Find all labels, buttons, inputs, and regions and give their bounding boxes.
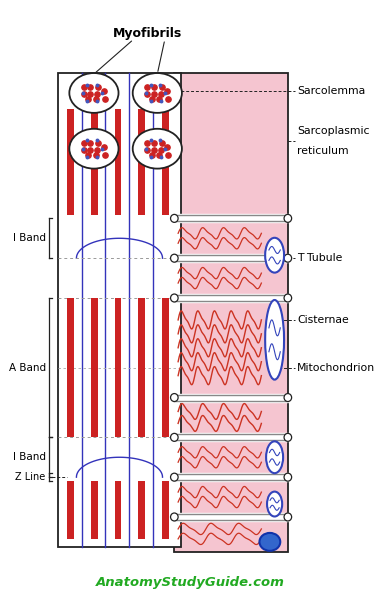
Circle shape xyxy=(170,294,178,302)
Text: I Band: I Band xyxy=(13,452,46,462)
Circle shape xyxy=(170,473,178,481)
Bar xyxy=(138,298,145,437)
Bar xyxy=(138,481,145,539)
Bar xyxy=(67,298,74,437)
Circle shape xyxy=(284,294,292,302)
Circle shape xyxy=(170,513,178,521)
Circle shape xyxy=(284,434,292,441)
Bar xyxy=(115,481,121,539)
Text: Cisternae: Cisternae xyxy=(297,315,349,325)
Text: Sarcolemma: Sarcolemma xyxy=(297,86,366,96)
Bar xyxy=(91,298,98,437)
Bar xyxy=(67,481,74,539)
Circle shape xyxy=(284,393,292,401)
Text: I Band: I Band xyxy=(13,233,46,243)
Bar xyxy=(67,109,74,215)
Text: T Tubule: T Tubule xyxy=(297,253,343,263)
Bar xyxy=(162,109,169,215)
Circle shape xyxy=(170,254,178,262)
Ellipse shape xyxy=(69,73,118,113)
Ellipse shape xyxy=(265,300,284,380)
Ellipse shape xyxy=(133,73,182,113)
Ellipse shape xyxy=(260,533,280,551)
Bar xyxy=(162,298,169,437)
Ellipse shape xyxy=(266,441,283,473)
Circle shape xyxy=(170,215,178,222)
Text: Myofibrils: Myofibrils xyxy=(113,27,183,39)
Bar xyxy=(138,109,145,215)
Ellipse shape xyxy=(133,129,182,169)
Text: AnatomyStudyGuide.com: AnatomyStudyGuide.com xyxy=(96,576,285,588)
Text: Sarcoplasmic: Sarcoplasmic xyxy=(297,126,370,136)
Ellipse shape xyxy=(69,129,118,169)
Bar xyxy=(174,73,288,552)
Text: reticulum: reticulum xyxy=(297,146,349,155)
Circle shape xyxy=(284,513,292,521)
Circle shape xyxy=(284,254,292,262)
Circle shape xyxy=(284,473,292,481)
Circle shape xyxy=(170,434,178,441)
Text: A Band: A Band xyxy=(9,362,46,373)
Ellipse shape xyxy=(267,492,282,517)
Ellipse shape xyxy=(265,238,284,273)
Circle shape xyxy=(170,393,178,401)
Bar xyxy=(115,109,121,215)
Bar xyxy=(58,73,181,547)
Text: Z Line: Z Line xyxy=(15,472,46,482)
Circle shape xyxy=(284,215,292,222)
Bar xyxy=(91,481,98,539)
Bar xyxy=(91,109,98,215)
Bar xyxy=(115,298,121,437)
Bar xyxy=(162,481,169,539)
Text: Mitochondrion: Mitochondrion xyxy=(297,362,375,373)
